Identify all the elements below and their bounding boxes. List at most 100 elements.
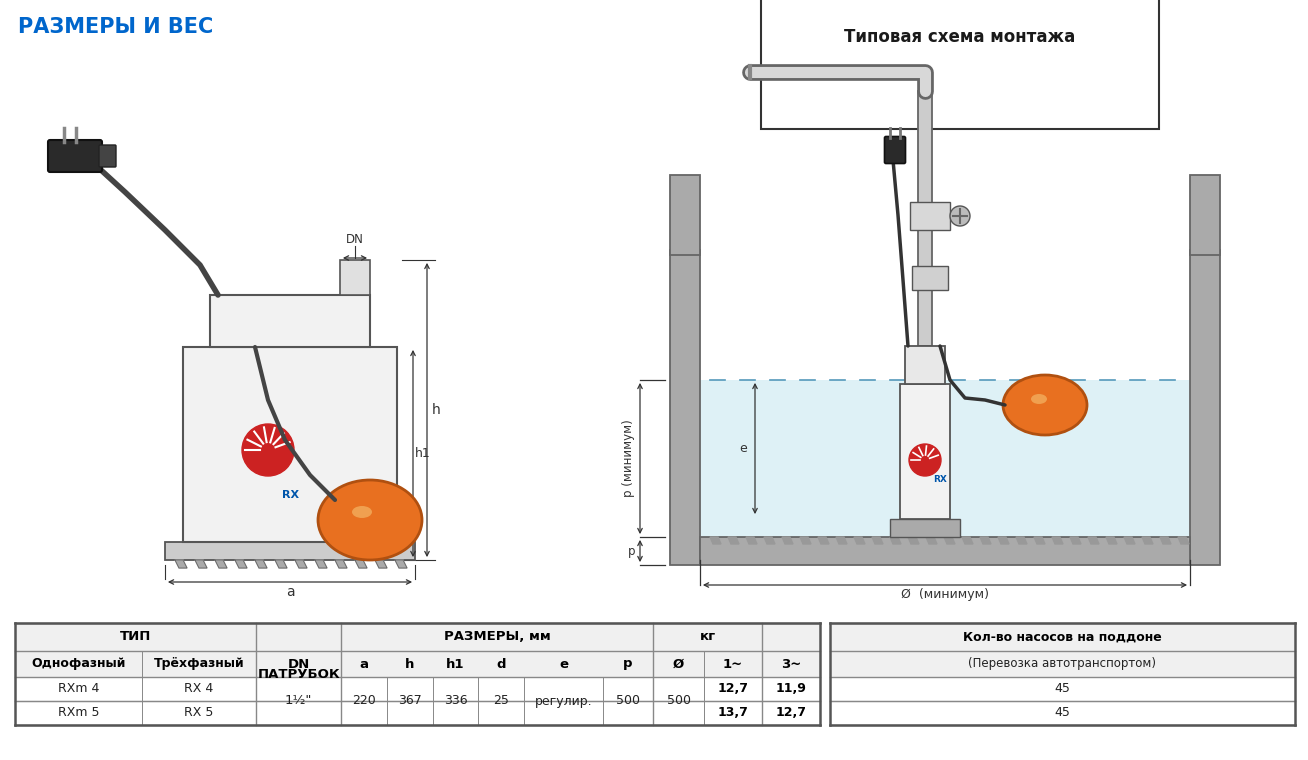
Polygon shape [1070,537,1080,544]
Text: 220: 220 [352,695,375,708]
Text: h: h [405,657,415,670]
Bar [670,250,700,565]
Text: DN: DN [288,657,310,670]
Text: RXm 4: RXm 4 [58,682,99,695]
Text: d: d [497,657,506,670]
Polygon shape [836,537,848,544]
Text: 13,7: 13,7 [718,707,748,720]
Text: 3~: 3~ [781,657,802,670]
Text: Трёхфазный: Трёхфазный [154,657,245,670]
Text: 1~: 1~ [723,657,743,670]
Polygon shape [255,560,267,568]
Text: Ø: Ø [674,657,684,670]
Bar [340,260,370,295]
Bar [183,347,398,542]
Polygon shape [889,537,901,544]
Polygon shape [1107,537,1117,544]
Text: 45: 45 [1054,682,1070,695]
Text: RXm 5: RXm 5 [58,707,99,720]
Bar [700,380,1190,537]
Bar [165,542,415,560]
Bar [831,623,1295,651]
Text: регулир.: регулир. [535,695,593,708]
Polygon shape [375,560,387,568]
Ellipse shape [1031,394,1046,404]
Text: p: p [624,657,633,670]
Polygon shape [1052,537,1063,544]
Text: h: h [432,403,441,417]
Polygon shape [175,560,187,568]
Text: 1½": 1½" [285,695,313,708]
Ellipse shape [1003,375,1087,435]
Polygon shape [1016,537,1027,544]
Text: 12,7: 12,7 [776,707,807,720]
Bar [700,537,1190,565]
Text: 336: 336 [443,695,467,708]
Bar [889,519,960,537]
Bar [900,384,950,519]
Bar [14,651,820,677]
Polygon shape [926,537,937,544]
Polygon shape [335,560,347,568]
Text: h1: h1 [446,657,464,670]
Text: (Перевозка автотранспортом): (Перевозка автотранспортом) [968,657,1156,670]
Text: 11,9: 11,9 [776,682,807,695]
Polygon shape [1088,537,1099,544]
Bar [14,623,820,651]
Polygon shape [1179,537,1189,544]
Polygon shape [395,560,407,568]
Text: 45: 45 [1054,707,1070,720]
Bar [670,175,700,255]
Text: RX: RX [933,475,947,484]
Text: кг: кг [700,631,715,644]
Bar [905,346,944,384]
Polygon shape [215,560,228,568]
FancyBboxPatch shape [48,140,102,172]
Polygon shape [195,560,207,568]
FancyBboxPatch shape [884,137,905,163]
Polygon shape [710,537,721,544]
Text: RX 4: RX 4 [184,682,213,695]
Ellipse shape [318,480,422,560]
Text: e: e [739,442,747,455]
Text: RX: RX [283,490,300,500]
Polygon shape [854,537,865,544]
Polygon shape [746,537,757,544]
Text: Ø  (минимум): Ø (минимум) [901,588,989,601]
Ellipse shape [352,506,371,518]
Bar [912,266,948,290]
Text: h1: h1 [415,447,430,460]
Text: РАЗМЕРЫ И ВЕС: РАЗМЕРЫ И ВЕС [18,17,213,37]
Text: a: a [285,585,294,599]
Text: РАЗМЕРЫ, мм: РАЗМЕРЫ, мм [443,631,551,644]
Text: e: e [559,657,568,670]
Polygon shape [764,537,776,544]
Text: a: a [360,657,369,670]
Text: Однофазный: Однофазный [31,657,126,670]
Polygon shape [782,537,793,544]
Polygon shape [315,560,327,568]
Polygon shape [1035,537,1045,544]
Circle shape [950,206,971,226]
Polygon shape [1160,537,1171,544]
Polygon shape [818,537,829,544]
Polygon shape [296,560,307,568]
Text: 500: 500 [616,695,640,708]
Polygon shape [800,537,811,544]
Text: p: p [628,544,634,558]
Polygon shape [872,537,883,544]
Bar [1190,250,1220,565]
Text: 25: 25 [493,695,509,708]
Circle shape [909,444,940,476]
Polygon shape [961,537,973,544]
Polygon shape [354,560,368,568]
Text: 12,7: 12,7 [718,682,748,695]
Bar [211,295,370,347]
Bar [1190,175,1220,255]
Polygon shape [944,537,955,544]
Polygon shape [980,537,991,544]
Text: 367: 367 [398,695,421,708]
Polygon shape [998,537,1008,544]
Text: Кол-во насосов на поддоне: Кол-во насосов на поддоне [963,631,1162,644]
Text: DN: DN [347,233,364,246]
